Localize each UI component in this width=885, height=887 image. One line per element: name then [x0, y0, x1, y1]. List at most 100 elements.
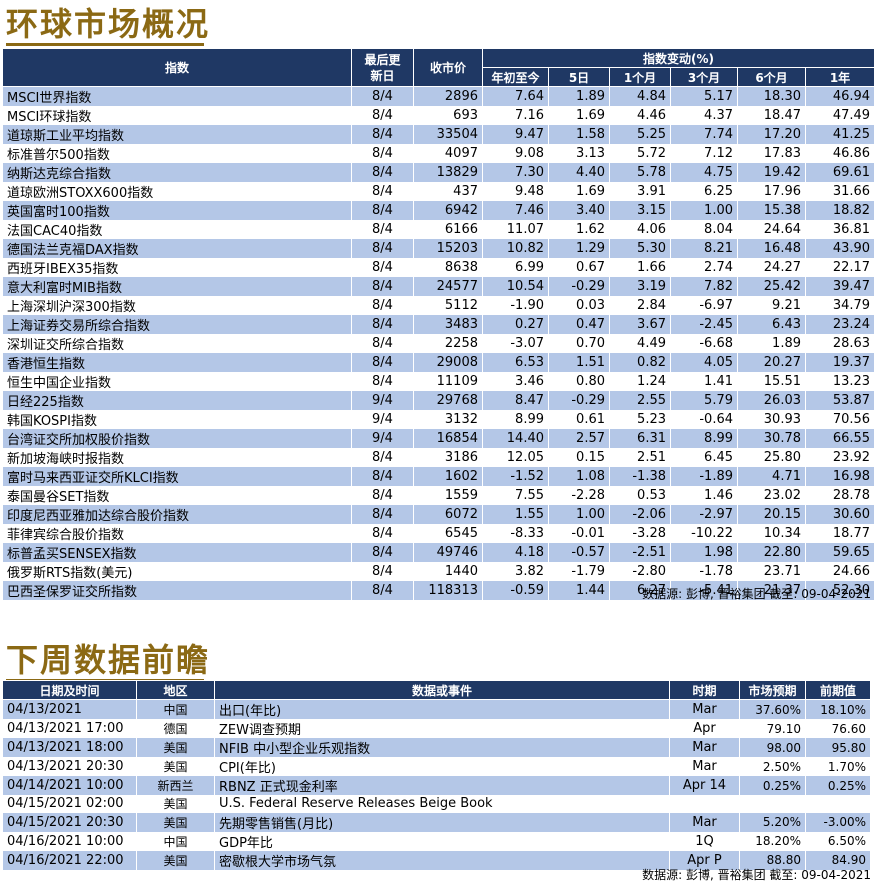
change-1y-cell: 28.63	[804, 334, 876, 353]
change-1y-cell: 18.77	[804, 524, 876, 543]
change-5d-cell: 1.58	[548, 125, 610, 144]
market-overview-table: 指数 最后更新日 收市价 指数变动(%) 年初至今 5日 1个月 3个月 6个月…	[2, 48, 876, 600]
table-row: 菲律宾综合股价指数 8/4 6545 -8.33 -0.01 -3.28 -10.22 10.…	[2, 524, 876, 543]
forecast-cell: 2.50%	[739, 757, 806, 776]
market-source-note: 数据源: 彭博, 晋裕集团 截至: 09-04-2021	[642, 587, 871, 601]
change-ytd-cell: 1.55	[482, 505, 549, 524]
index-name-cell: 巴西圣保罗证交所指数	[2, 581, 352, 600]
change-1y-cell: 16.98	[804, 467, 876, 486]
table-row: 标普孟买SENSEX指数 8/4 49746 4.18 -0.57 -2.51 1.98 22…	[2, 543, 876, 562]
change-ytd-cell: 9.08	[482, 144, 549, 163]
close-price-cell: 1602	[413, 467, 483, 486]
change-1m-cell: 2.51	[609, 448, 671, 467]
close-price-cell: 24577	[413, 277, 483, 296]
forecast-cell: 18.20%	[739, 831, 806, 851]
update-date-cell: 8/4	[351, 106, 414, 125]
change-3m-cell: -1.89	[670, 467, 738, 486]
update-date-cell: 8/4	[351, 562, 414, 581]
change-ytd-cell: 4.18	[482, 543, 549, 562]
change-5d-cell: 0.80	[548, 372, 610, 391]
change-1y-cell: 59.65	[804, 543, 876, 562]
table-row: 04/16/2021 22:00 美国 密歇根大学市场气氛 Apr P 88.80 84.…	[2, 850, 871, 870]
forecast-cell: 37.60%	[739, 699, 806, 719]
previous-cell: -3.00%	[805, 812, 871, 832]
change-6m-cell: 1.89	[737, 334, 806, 353]
change-1m-cell: 2.84	[609, 296, 671, 315]
change-1y-cell: 53.87	[804, 391, 876, 410]
change-3m-cell: 1.00	[670, 201, 738, 220]
change-3m-cell: 8.21	[670, 239, 738, 258]
close-price-cell: 6545	[413, 524, 483, 543]
table-row: 04/15/2021 20:30 美国 先期零售销售(月比) Mar 5.20% -3.0…	[2, 812, 871, 832]
datetime-cell: 04/13/2021	[2, 699, 137, 719]
change-1y-cell: 19.37	[804, 353, 876, 372]
change-1y-cell: 52.30	[804, 581, 876, 600]
index-name-cell: 恒生中国企业指数	[2, 372, 352, 391]
next-week-preview-title-text: 下周数据前瞻	[6, 641, 211, 679]
index-name-cell: 香港恒生指数	[2, 353, 352, 372]
change-ytd-cell: 7.64	[482, 86, 549, 106]
period-cell: Mar	[669, 738, 740, 757]
index-name-cell: 法国CAC40指数	[2, 220, 352, 239]
period-cell: Apr 14	[669, 776, 740, 795]
change-1y-cell: 47.49	[804, 106, 876, 125]
close-price-cell: 3186	[413, 448, 483, 467]
table-row: 04/13/2021 20:30 美国 CPI(年比) Mar 2.50% 1.70%	[2, 757, 871, 776]
change-6m-cell: 20.27	[737, 353, 806, 372]
period-cell: 1Q	[669, 831, 740, 851]
change-5d-cell: 1.89	[548, 86, 610, 106]
period-cell: Mar	[669, 699, 740, 719]
datetime-cell: 04/14/2021 10:00	[2, 776, 137, 795]
forecast-cell: 98.00	[739, 738, 806, 757]
index-name-cell: 台湾证交所加权股价指数	[2, 429, 352, 448]
datetime-cell: 04/16/2021 10:00	[2, 831, 137, 851]
header-previous: 前期值	[805, 680, 871, 700]
previous-cell: 0.25%	[805, 776, 871, 795]
datetime-cell: 04/13/2021 18:00	[2, 738, 137, 757]
table-row: 新加坡海峡时报指数 8/4 3186 12.05 0.15 2.51 6.45 25.80 23…	[2, 448, 876, 467]
change-ytd-cell: 7.55	[482, 486, 549, 505]
previous-cell: 6.50%	[805, 831, 871, 851]
region-cell: 美国	[136, 757, 215, 776]
update-date-cell: 8/4	[351, 220, 414, 239]
update-date-cell: 9/4	[351, 410, 414, 429]
close-price-cell: 8638	[413, 258, 483, 277]
change-3m-cell: 4.75	[670, 163, 738, 182]
change-6m-cell: 15.38	[737, 201, 806, 220]
datetime-cell: 04/13/2021 17:00	[2, 719, 137, 738]
change-1y-cell: 69.61	[804, 163, 876, 182]
header-1y: 1年	[804, 67, 876, 87]
region-cell: 德国	[136, 719, 215, 738]
change-5d-cell: 0.61	[548, 410, 610, 429]
change-3m-cell: 7.12	[670, 144, 738, 163]
previous-cell	[805, 795, 871, 813]
change-ytd-cell: 6.99	[482, 258, 549, 277]
change-6m-cell: 30.93	[737, 410, 806, 429]
update-date-cell: 9/4	[351, 429, 414, 448]
table-row: 04/16/2021 10:00 中国 GDP年比 1Q 18.20% 6.50%	[2, 831, 871, 851]
change-6m-cell: 17.96	[737, 182, 806, 201]
change-5d-cell: 2.57	[548, 429, 610, 448]
change-6m-cell: 15.51	[737, 372, 806, 391]
change-ytd-cell: -3.07	[482, 334, 549, 353]
change-6m-cell: 18.47	[737, 106, 806, 125]
change-3m-cell: 6.25	[670, 182, 738, 201]
previous-cell: 76.60	[805, 719, 871, 738]
region-cell: 美国	[136, 738, 215, 757]
close-price-cell: 13829	[413, 163, 483, 182]
change-1y-cell: 24.66	[804, 562, 876, 581]
close-price-cell: 1440	[413, 562, 483, 581]
close-price-cell: 15203	[413, 239, 483, 258]
table-row: 04/13/2021 18:00 美国 NFIB 中小型企业乐观指数 Mar 98.00…	[2, 738, 871, 757]
change-3m-cell: 4.05	[670, 353, 738, 372]
close-price-cell: 5112	[413, 296, 483, 315]
period-cell: Mar	[669, 757, 740, 776]
change-1m-cell: 5.23	[609, 410, 671, 429]
change-5d-cell: 3.40	[548, 201, 610, 220]
datetime-cell: 04/13/2021 20:30	[2, 757, 137, 776]
change-3m-cell: 5.79	[670, 391, 738, 410]
change-ytd-cell: 8.47	[482, 391, 549, 410]
change-5d-cell: 0.47	[548, 315, 610, 334]
update-date-cell: 8/4	[351, 163, 414, 182]
header-forecast: 市场预期	[739, 680, 806, 700]
